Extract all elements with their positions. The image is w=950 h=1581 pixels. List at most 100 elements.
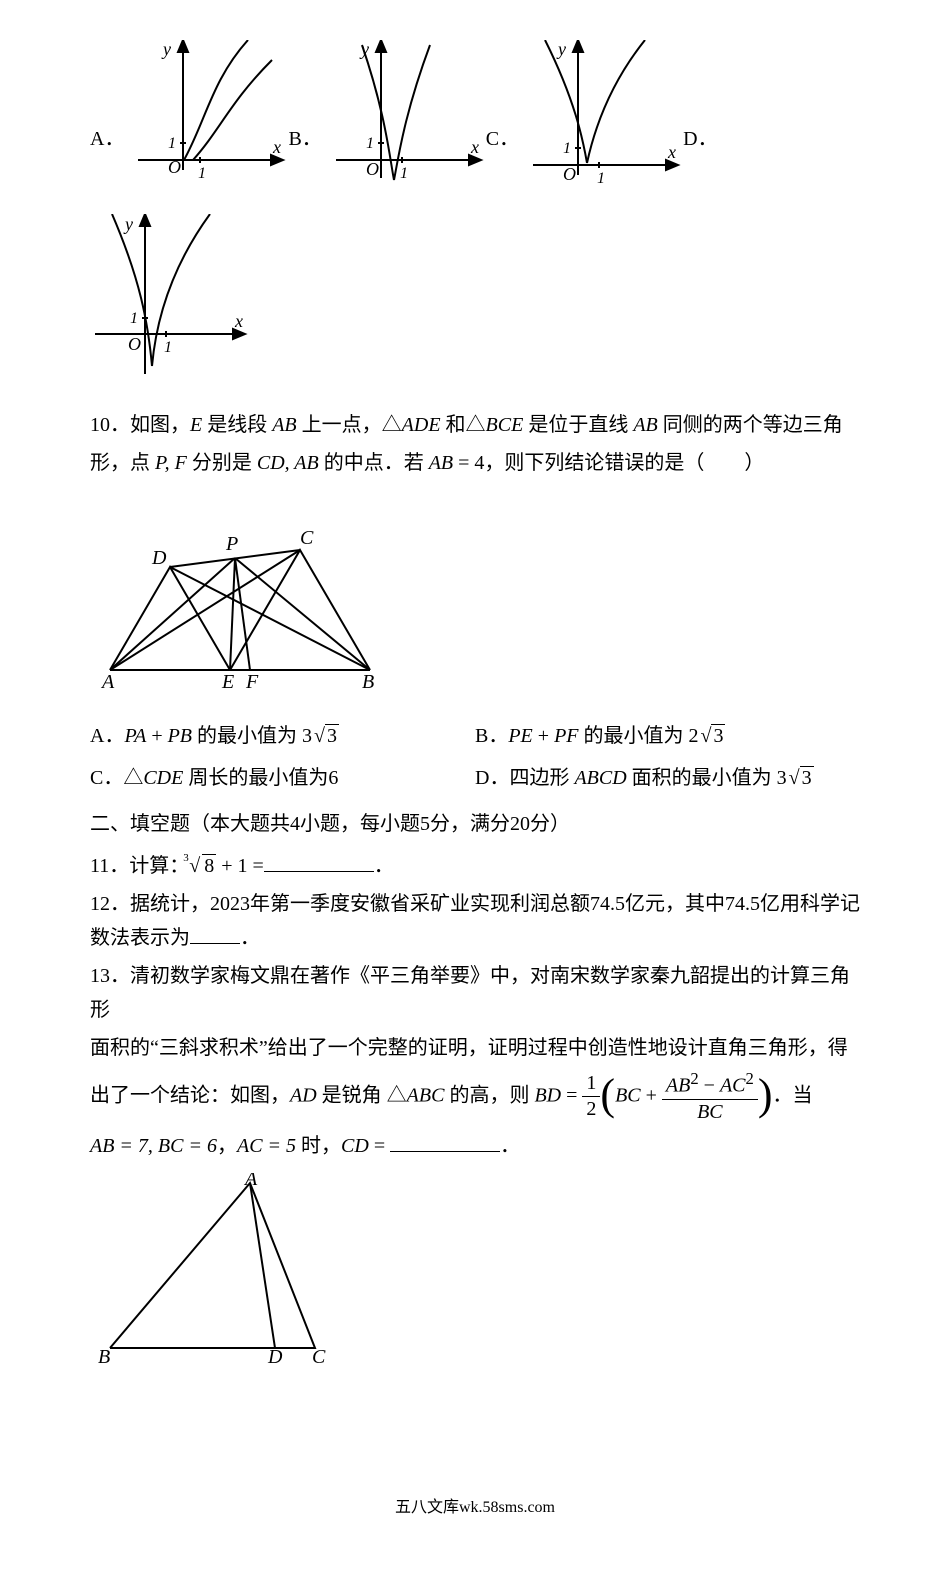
q10-geom-svg: A B C D E F P	[90, 490, 390, 690]
q9-option-a-label: A．	[90, 122, 124, 190]
q10-line2: 形，点 P, F 分别是 CD, AB 的中点．若 AB = 4，则下列结论错误…	[90, 446, 860, 480]
tick-1-label: 1	[597, 170, 605, 187]
q10-optD-label: D．	[475, 767, 509, 789]
y-axis-label: y	[123, 214, 133, 234]
q13-l3a: 出了一个结论：如图，	[90, 1084, 290, 1106]
ytick-1-label: 1	[366, 135, 374, 152]
q12-number: 12．	[90, 893, 130, 915]
q10-option-c: C．△CDE 周长的最小值为6	[90, 761, 475, 795]
q13-ac2: AC	[720, 1075, 746, 1097]
q13-line2: 面积的“三斜求积术”给出了一个完整的证明，证明过程中创造性地设计直角三角形，得	[90, 1031, 860, 1065]
q13-blank	[390, 1131, 500, 1152]
q13-half-num: 1	[582, 1071, 600, 1097]
q13-inner-plus: +	[641, 1084, 662, 1106]
origin-label: O	[128, 334, 141, 354]
x-axis-label: x	[470, 137, 479, 157]
q13-l3b: 是锐角 △	[317, 1084, 407, 1106]
q10-option-d: D．四边形 ABCD 面积的最小值为 3√3	[475, 761, 860, 795]
lbl-B2: B	[98, 1346, 110, 1363]
lbl-A2: A	[243, 1173, 258, 1190]
q10-options: A．PA + PB 的最小值为 3√3 B．PE + PF 的最小值为 2√3 …	[90, 715, 860, 799]
q10-option-a: A．PA + PB 的最小值为 3√3	[90, 719, 475, 753]
q9-graph-row-2: O 1 1 x y	[90, 214, 860, 384]
q13-cd: CD	[341, 1135, 369, 1157]
q11-prefix: 计算：	[129, 855, 189, 877]
q13-mid4: 时，	[296, 1135, 341, 1157]
q13-sep: ，	[217, 1135, 237, 1157]
q13-frac-half: 1 2	[582, 1071, 600, 1122]
q9-option-b-label: B．	[288, 122, 321, 190]
q11-blank	[264, 851, 374, 872]
q9-graph-row: A． O 1 1 x y B．	[90, 40, 860, 190]
q10-optA-label: A．	[90, 725, 124, 747]
x-axis-label: x	[272, 137, 281, 157]
q10-pf: P, F	[155, 452, 187, 474]
q13-ab2: AB	[666, 1075, 690, 1097]
ytick-1-label: 1	[168, 135, 176, 152]
q11-radicand: 8	[202, 854, 216, 877]
tick-1-label: 1	[198, 165, 206, 182]
tick-1-label: 1	[400, 165, 408, 182]
q13-inner-bc: BC	[615, 1084, 641, 1106]
origin-label: O	[168, 157, 181, 177]
q10-line1: 10．如图，E 是线段 AB 上一点，△ADE 和△BCE 是位于直线 AB 同…	[90, 408, 860, 442]
q10-cdab: CD, AB	[257, 452, 319, 474]
y-axis-label: y	[359, 40, 369, 59]
q13-abbc: AB = 7, BC = 6	[90, 1135, 217, 1157]
q13-frac-inner: AB2 − AC2 BC	[662, 1069, 758, 1125]
origin-label: O	[563, 164, 576, 184]
q11-period: ．	[374, 855, 394, 877]
lbl-E: E	[221, 671, 234, 690]
page-footer: 五八文库wk.58sms.com	[90, 1494, 860, 1521]
lbl-F: F	[245, 671, 259, 690]
q10-text2a: 形，点	[90, 452, 155, 474]
q13-l3c: 的高，则	[444, 1084, 534, 1106]
q11-text: 11．计算：3√8 + 1 =．	[90, 849, 860, 883]
q13-half-den: 2	[582, 1097, 600, 1122]
q13-number: 13．	[90, 965, 130, 987]
q11-number: 11．	[90, 855, 129, 877]
tick-1-label: 1	[164, 339, 172, 356]
q13-line1: 13．清初数学家梅文鼎在著作《平三角举要》中，对南宋数学家秦九韶提出的计算三角形	[90, 959, 860, 1027]
x-axis-label: x	[667, 142, 676, 162]
q13-minus: −	[699, 1075, 720, 1097]
q13-ad: AD	[290, 1084, 317, 1106]
q13-geom-svg: A B C D	[90, 1173, 350, 1363]
ytick-1-label: 1	[563, 140, 571, 157]
q11-plus: + 1 =	[216, 855, 264, 877]
lbl-P: P	[225, 533, 238, 555]
x-axis-label: x	[234, 311, 243, 331]
q10-text1: 如图，E 是线段 AB 上一点，△ADE 和△BCE 是位于直线 AB 同侧的两…	[130, 414, 843, 436]
q10-ab: AB	[429, 452, 453, 474]
q9-graph-c: O 1 1 x y	[523, 40, 683, 190]
q12-period: ．	[240, 927, 260, 949]
q12-blank	[190, 923, 240, 944]
q9-option-b: B． O 1 1 x y	[288, 40, 485, 190]
lbl-A: A	[100, 671, 115, 690]
q13-eq4: =	[369, 1135, 390, 1157]
lbl-C2: C	[312, 1346, 326, 1363]
q10-text2c: 的中点．若	[319, 452, 429, 474]
q9-option-d: D．	[683, 122, 721, 190]
q10-option-b: B．PE + PF 的最小值为 2√3	[475, 719, 860, 753]
y-axis-label: y	[556, 40, 566, 59]
y-axis-label: y	[161, 40, 171, 59]
q13-l1: 清初数学家梅文鼎在著作《平三角举要》中，对南宋数学家秦九韶提出的计算三角形	[90, 965, 850, 1021]
section2-heading: 二、填空题（本大题共4小题，每小题5分，满分20分）	[90, 807, 860, 841]
q13-l3end: ．当	[773, 1084, 813, 1106]
q9-option-a: A． O 1 1 x y	[90, 40, 288, 190]
lbl-C: C	[300, 527, 314, 549]
ytick-1-label: 1	[130, 310, 138, 327]
q10-number: 10．	[90, 414, 130, 436]
q13-line3: 出了一个结论：如图，AD 是锐角 △ABC 的高，则 BD = 1 2 (BC …	[90, 1069, 860, 1125]
origin-label: O	[366, 159, 379, 179]
q13-ac: AC = 5	[237, 1135, 296, 1157]
lbl-D2: D	[267, 1346, 283, 1363]
q9-option-d-label: D．	[683, 122, 717, 190]
q10-figure: A B C D E F P	[90, 490, 860, 701]
q9-option-c-label: C．	[486, 122, 519, 190]
q10-optC-label: C．	[90, 767, 123, 789]
q13-abc: ABC	[407, 1084, 445, 1106]
q10-text2b: 分别是	[187, 452, 257, 474]
q9-graph-b: O 1 1 x y	[326, 40, 486, 190]
